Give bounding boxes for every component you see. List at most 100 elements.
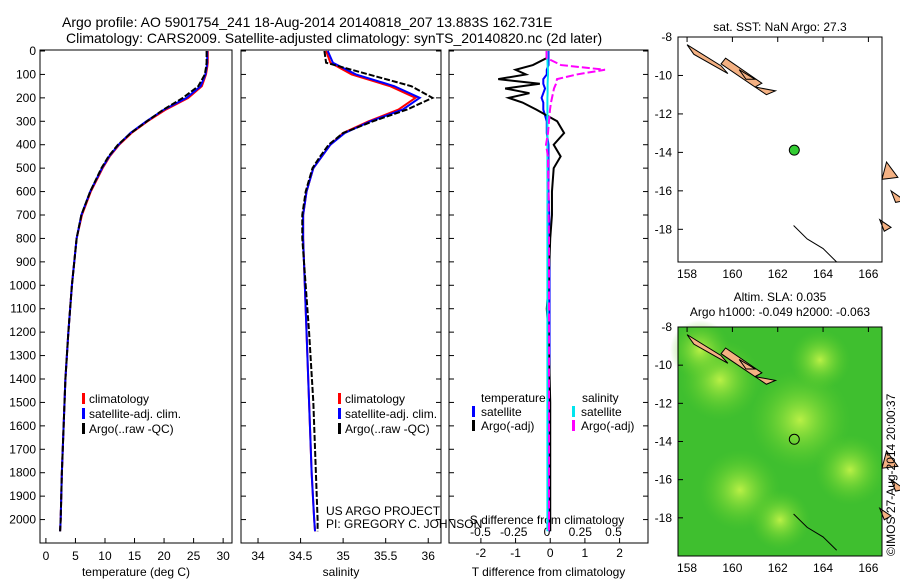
legend-swatch	[472, 420, 475, 431]
lat-tick-label: -18	[655, 511, 673, 525]
lon-tick-label: 158	[677, 561, 697, 575]
series-climatology	[302, 50, 418, 532]
panel-frame-1	[240, 49, 442, 544]
x-tick-label: 10	[98, 549, 112, 563]
lon-tick-label: 160	[722, 267, 742, 281]
legend-label: climatology	[89, 392, 149, 406]
credit-line1: US ARGO PROJECT	[326, 504, 441, 518]
legend-swatch	[82, 408, 85, 419]
legend-label: Argo(-adj)	[481, 419, 534, 433]
y-tick-label: 500	[16, 161, 36, 175]
lat-tick-label: -14	[655, 435, 673, 449]
x-tick-label: 20	[157, 549, 171, 563]
island	[738, 69, 757, 80]
y-tick-label: 400	[16, 138, 36, 152]
lon-tick-label: 162	[768, 561, 788, 575]
map-subtitle: Argo h1000: -0.049 h2000: -0.063	[690, 305, 870, 319]
lat-tick-label: -14	[655, 145, 673, 159]
island	[878, 218, 893, 232]
island	[889, 189, 900, 203]
y-tick-label: 1100	[10, 302, 36, 316]
legend-heading: temperature	[481, 391, 546, 405]
title-line2: Climatology: CARS2009. Satellite-adjuste…	[66, 30, 603, 46]
island	[881, 160, 899, 180]
lon-tick-label: 162	[768, 267, 788, 281]
island	[754, 86, 778, 96]
lon-tick-label: 166	[858, 267, 878, 281]
legend-label: Argo(..raw -QC)	[345, 422, 430, 436]
lat-tick-label: -10	[655, 68, 673, 82]
y-tick-label: 1900	[9, 489, 36, 503]
lat-tick-label: -8	[661, 320, 672, 334]
island	[881, 449, 899, 469]
x-tick-label: 36	[422, 549, 436, 563]
series-Argo-raw-QC-	[59, 51, 208, 532]
island	[686, 44, 729, 74]
x-tick-label: -2	[476, 546, 487, 560]
lon-tick-label: 160	[722, 561, 742, 575]
legend-swatch	[338, 423, 341, 434]
series-Argo-raw-QC-	[301, 50, 435, 532]
lat-tick-label: -12	[655, 396, 673, 410]
x2-tick-label: 0.25	[569, 525, 593, 539]
argo-float-marker	[788, 433, 800, 445]
x-tick-label: 1	[582, 546, 589, 560]
x2-tick-label: 0.5	[605, 525, 622, 539]
island	[754, 376, 778, 385]
x-tick-label: 0	[547, 546, 554, 560]
legend-label: satellite	[481, 405, 522, 419]
reef-outline	[793, 513, 838, 551]
legend-label: satellite-adj. clim.	[345, 407, 437, 421]
y-tick-label: 1300	[9, 349, 36, 363]
panel-frame-2	[448, 49, 649, 544]
legend-label: satellite	[581, 405, 622, 419]
y-tick-label: 1800	[9, 466, 36, 480]
y-tick-label: 1700	[9, 442, 36, 456]
x-tick-label: 30	[216, 549, 230, 563]
panel-frame-0	[39, 49, 233, 544]
x2-tick-label: -0.25	[500, 525, 528, 539]
lon-tick-label: 166	[858, 561, 878, 575]
lon-tick-label: 164	[813, 267, 833, 281]
legend-swatch	[82, 393, 85, 404]
y-tick-label: 1000	[9, 278, 36, 292]
imos-timestamp: ©IMOS 27-Aug-2014 20:00:37	[884, 393, 898, 556]
x-tick-label: 15	[128, 549, 142, 563]
legend-label: climatology	[345, 392, 405, 406]
x-tick-label: 35.5	[374, 549, 398, 563]
credit-line2: PI: GREGORY C. JOHNSON	[326, 517, 483, 531]
y-tick-label: 700	[16, 208, 36, 222]
legend-swatch	[572, 406, 575, 417]
x2-tick-label: 0	[544, 525, 551, 539]
y-tick-label: 1200	[9, 325, 36, 339]
y-tick-label: 200	[16, 91, 36, 105]
y-tick-label: 0	[29, 44, 36, 58]
island	[738, 359, 757, 370]
island	[889, 478, 900, 492]
x-axis-label: temperature (deg C)	[82, 565, 190, 579]
sla-anomaly	[750, 490, 810, 550]
lat-tick-label: -8	[661, 30, 672, 44]
legend-swatch	[572, 420, 575, 431]
map-title: sat. SST: NaN Argo: 27.3	[713, 20, 847, 34]
legend-swatch	[338, 393, 341, 404]
legend-swatch	[82, 423, 85, 434]
x-axis-label: T difference from climatology	[472, 565, 626, 579]
y-tick-label: 1400	[9, 372, 36, 386]
series-satellite-adj-clim-	[302, 50, 422, 532]
legend-label: satellite-adj. clim.	[89, 407, 181, 421]
y-tick-label: 1500	[9, 395, 36, 409]
x-axis-label: salinity	[323, 565, 360, 579]
lat-tick-label: -18	[655, 222, 673, 236]
map-frame-0	[677, 36, 883, 263]
x-tick-label: -1	[510, 546, 521, 560]
sla-anomaly	[790, 330, 850, 390]
legend-heading: salinity	[582, 391, 619, 405]
x2-tick-label: -0.5	[470, 525, 491, 539]
series-satellite-adj-clim-	[59, 51, 209, 532]
legend-label: Argo(-adj)	[581, 419, 634, 433]
lat-tick-label: -16	[655, 184, 673, 198]
sla-anomaly	[750, 370, 850, 470]
island	[686, 334, 729, 364]
